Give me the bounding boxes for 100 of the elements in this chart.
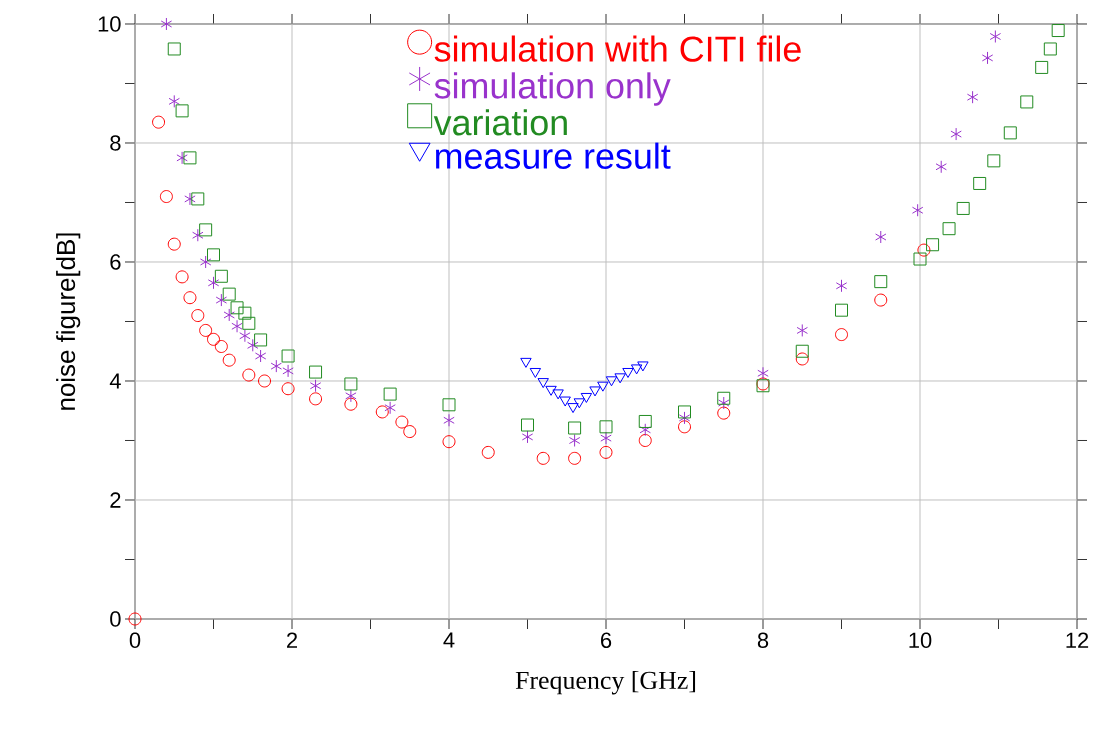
point (167, 237, 181, 251)
point (192, 228, 204, 242)
point (160, 17, 173, 31)
point (537, 378, 549, 389)
point (973, 176, 987, 190)
point (199, 255, 212, 269)
point (309, 379, 322, 393)
point (309, 365, 323, 379)
x-axis-title: Frequency [GHz] (515, 670, 696, 695)
y-tick-label: 4 (109, 373, 121, 389)
point (1051, 24, 1065, 38)
point (230, 301, 244, 315)
point (622, 367, 634, 378)
point (529, 367, 542, 378)
point (638, 434, 652, 447)
y-tick-label: 0 (110, 611, 121, 627)
point (911, 203, 924, 217)
point (568, 434, 581, 447)
x-tick-label: 2 (287, 632, 297, 648)
point (384, 401, 396, 415)
y-axis-title: noise figure[dB] (56, 233, 81, 410)
point (987, 154, 1001, 168)
point (935, 160, 947, 174)
point (238, 306, 252, 320)
point (536, 451, 550, 465)
point (580, 392, 593, 403)
point (795, 352, 809, 366)
point (215, 293, 228, 307)
point (383, 387, 397, 401)
point (167, 42, 181, 56)
point (184, 192, 196, 206)
point (796, 323, 808, 337)
point (966, 90, 979, 104)
point (207, 248, 220, 262)
point (521, 430, 534, 444)
point (344, 377, 358, 391)
point (176, 151, 188, 165)
point (199, 323, 213, 337)
legend-label: simulation with CITI file (434, 35, 801, 62)
point (375, 405, 389, 419)
point (521, 418, 534, 432)
point (718, 396, 730, 410)
point (520, 357, 532, 368)
point (128, 612, 142, 626)
point (917, 243, 931, 257)
point (678, 405, 692, 419)
point (874, 275, 888, 289)
legend-label: variation (433, 109, 567, 136)
point (875, 230, 887, 244)
point (717, 406, 731, 420)
point (717, 391, 731, 405)
point (254, 349, 267, 363)
point (344, 397, 358, 411)
point (403, 425, 417, 439)
point (183, 291, 197, 305)
point (678, 420, 692, 434)
point (1035, 60, 1049, 74)
point (835, 279, 848, 293)
point (183, 151, 197, 165)
y-tick-label: 2 (110, 492, 121, 508)
x-tick-label: 8 (757, 632, 769, 649)
point (345, 389, 357, 403)
point (443, 413, 455, 427)
point (795, 344, 809, 358)
point (926, 238, 940, 252)
point (223, 308, 235, 322)
point (309, 392, 323, 406)
point (481, 445, 495, 459)
point (568, 421, 582, 435)
point (874, 293, 888, 307)
point (242, 368, 256, 382)
x-tick-label: 0 (129, 632, 141, 649)
point (757, 366, 769, 380)
point (191, 192, 205, 206)
point (639, 423, 651, 437)
x-tick-label: 10 (909, 632, 932, 649)
point (242, 316, 256, 330)
y-tick-label: 6 (110, 254, 121, 270)
point (956, 201, 970, 215)
point (638, 414, 652, 428)
point (214, 339, 228, 353)
point (159, 190, 173, 204)
point (835, 303, 849, 317)
point (989, 29, 1002, 43)
point (630, 364, 643, 375)
point (614, 373, 626, 384)
point (207, 276, 220, 290)
point (1020, 95, 1034, 109)
point (981, 51, 994, 65)
point (199, 223, 213, 237)
point (942, 222, 956, 236)
point (599, 445, 613, 459)
point (175, 270, 189, 284)
legend-label: measure result (436, 142, 671, 169)
point (191, 309, 205, 323)
point (559, 396, 571, 407)
point (254, 333, 268, 347)
point (605, 376, 618, 387)
point (214, 269, 228, 283)
x-tick-label: 6 (601, 632, 612, 649)
